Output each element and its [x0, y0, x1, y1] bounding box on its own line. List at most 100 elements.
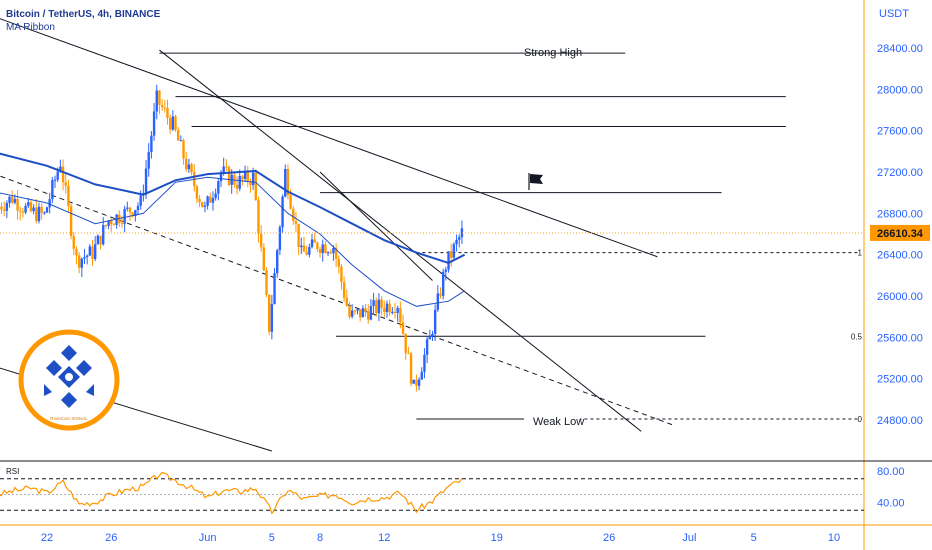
trend-line[interactable] — [0, 358, 273, 452]
candle-body — [337, 258, 340, 267]
candle-body — [356, 309, 359, 311]
candle-body — [225, 166, 228, 168]
candle-body — [425, 339, 429, 355]
candle-body — [11, 196, 14, 203]
candle-body — [61, 166, 65, 183]
ma-fast-line — [0, 152, 466, 264]
candle-body — [29, 202, 33, 212]
candle-body — [423, 354, 426, 372]
candle-body — [235, 184, 239, 189]
flag-icon[interactable] — [528, 173, 543, 190]
candle-body — [112, 224, 116, 226]
candle-body — [332, 248, 335, 254]
candle-body — [300, 245, 303, 248]
candle-body — [270, 304, 274, 332]
candle-body — [460, 228, 464, 238]
price-tick-label: 26400.00 — [877, 250, 923, 262]
candle-body — [211, 198, 215, 203]
fib-level-label: 0.5 — [851, 332, 863, 341]
candle-body — [163, 107, 166, 109]
time-tick-label: 26 — [105, 532, 117, 544]
candle-body — [217, 181, 220, 194]
candle-body — [147, 152, 150, 169]
current-price-label: 26610.34 — [877, 228, 924, 240]
candle-body — [160, 105, 164, 108]
rsi-pane[interactable]: RSI 80.00 40.00 — [0, 466, 905, 515]
horizontal-levels[interactable] — [159, 52, 786, 420]
candle-body — [24, 205, 27, 213]
candle-body — [99, 235, 102, 245]
time-tick-label: 19 — [491, 532, 503, 544]
currency-label: USDT — [879, 8, 909, 20]
trend-line[interactable] — [0, 7, 658, 258]
fib-level-label: 1 — [858, 249, 863, 258]
time-tick-label: 22 — [41, 532, 53, 544]
candle-body — [385, 303, 389, 312]
candle-body — [409, 353, 413, 384]
candle-body — [393, 311, 397, 313]
candle-body — [401, 322, 405, 334]
candle-body — [64, 182, 67, 186]
candle-body — [372, 300, 375, 307]
candle-body — [326, 252, 330, 254]
candle-body — [43, 212, 46, 214]
candle-body — [254, 172, 257, 201]
trend-line[interactable] — [159, 49, 642, 432]
candle-body — [396, 307, 399, 313]
candle-body — [48, 199, 51, 208]
candle-body — [284, 169, 287, 197]
candle-body — [380, 299, 383, 308]
candle-body — [367, 311, 370, 320]
time-tick-label: Jul — [682, 532, 696, 544]
time-axis[interactable]: 22 26 Jun 5 8 12 19 26 Jul 5 10 — [41, 532, 840, 544]
candle-body — [404, 333, 407, 353]
candle-body — [115, 214, 118, 225]
candle-body — [433, 309, 437, 334]
candle-body — [152, 111, 156, 136]
candle-body — [83, 257, 86, 259]
candle-body — [348, 305, 351, 317]
candle-body — [364, 308, 367, 312]
candle-body — [249, 181, 252, 186]
ma-ribbon — [0, 152, 466, 307]
candle-body — [27, 202, 30, 206]
candle-body — [120, 223, 124, 225]
candle-body — [377, 299, 381, 314]
rosecoin-logo: RoseCoin SIGNAL — [18, 329, 120, 431]
candle-body — [37, 206, 41, 222]
strong-high-label: Strong High — [524, 47, 582, 59]
rsi-line — [0, 471, 463, 515]
candle-body — [184, 158, 188, 170]
time-tick-label: 8 — [317, 532, 323, 544]
candle-body — [415, 379, 418, 386]
candle-body — [69, 206, 73, 236]
price-tick-label: 24800.00 — [877, 415, 923, 427]
time-tick-label: 5 — [751, 532, 757, 544]
candle-body — [0, 206, 3, 210]
candle-body — [198, 198, 201, 203]
candle-body — [238, 176, 241, 189]
trend-line[interactable] — [319, 171, 433, 281]
candle-body — [292, 208, 295, 221]
candlesticks — [0, 84, 464, 392]
candle-body — [21, 211, 25, 213]
trend-lines[interactable] — [0, 7, 674, 452]
candle-body — [91, 246, 94, 260]
candle-body — [107, 220, 110, 227]
price-axis[interactable]: 24800.00 25200.00 25600.00 26000.00 26400.00… — [877, 43, 923, 427]
candle-body — [8, 196, 11, 203]
candle-body — [222, 166, 225, 173]
candle-body — [289, 195, 292, 209]
candle-body — [182, 140, 185, 159]
time-tick-label: 10 — [828, 532, 840, 544]
logo-caption: RoseCoin SIGNAL — [50, 416, 88, 421]
candle-body — [40, 206, 43, 213]
candle-body — [391, 311, 394, 313]
candle-body — [131, 212, 134, 216]
price-tick-label: 25200.00 — [877, 374, 923, 386]
price-tick-label: 27600.00 — [877, 126, 923, 138]
candle-body — [345, 297, 349, 306]
candle-body — [276, 250, 279, 274]
candle-body — [179, 140, 183, 142]
